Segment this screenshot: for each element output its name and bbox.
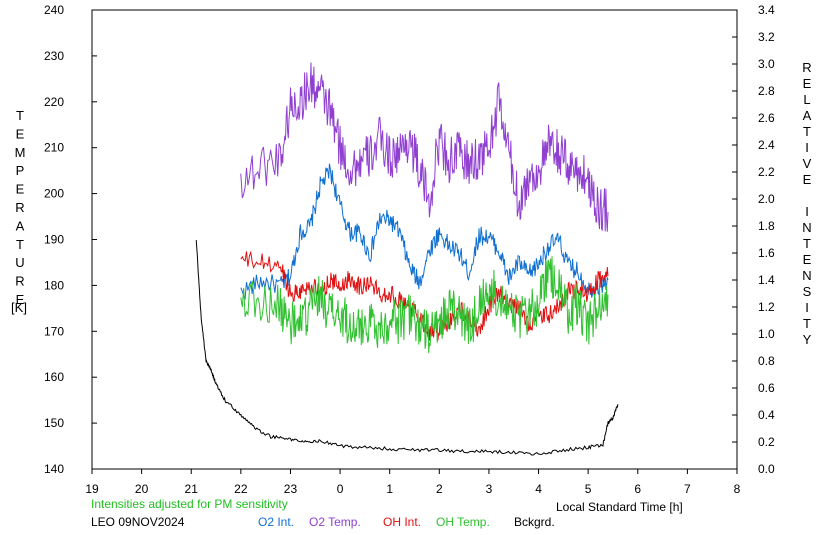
x-tick-label: 8 [734,482,741,496]
right-axis-label-letter: N [802,220,811,235]
legend-oh-temp: OH Temp. [436,515,490,529]
left-axis-label-letter: E [16,182,25,197]
legend-o2-int: O2 Int. [258,515,295,529]
right-tick-label: 1.2 [758,300,775,314]
legend-o2-temp: O2 Temp. [309,515,361,529]
x-tick-label: 7 [684,482,691,496]
right-axis-label-letter: L [803,92,810,107]
left-tick-label: 190 [44,233,64,247]
right-tick-label: 0.0 [758,462,775,476]
left-axis-label-letter: U [15,255,24,270]
right-tick-label: 2.8 [758,84,775,98]
left-axis-ticks: 240 230 220 210 200 190 180 170 160 150 140 [44,3,97,476]
x-axis-ticks: 19 20 21 22 23 0 1 2 3 4 5 6 7 8 [85,469,741,496]
right-tick-label: 2.2 [758,165,775,179]
x-tick-label: 22 [234,482,248,496]
left-tick-label: 150 [44,416,64,430]
right-tick-label: 1.8 [758,219,775,233]
right-axis-label-letter: I [805,300,809,315]
left-tick-label: 170 [44,324,64,338]
right-tick-label: 3.2 [758,30,775,44]
x-tick-label: 4 [535,482,542,496]
plot-frame [91,9,738,470]
x-tick-label: 21 [185,482,199,496]
right-axis-label-letter: R [802,60,811,75]
x-tick-label: 5 [585,482,592,496]
right-axis-label-letter: A [803,108,812,123]
left-axis-label-letter: E [16,292,25,307]
left-tick-label: 220 [44,95,64,109]
x-axis-label: Local Standard Time [h] [556,500,683,514]
right-axis-label-letter: I [805,204,809,219]
left-axis-label-letter: P [16,163,25,178]
left-tick-label: 240 [44,3,64,17]
series-line-oh-temp [240,256,609,354]
left-tick-label: 230 [44,49,64,63]
left-axis-label-letter: E [16,126,25,141]
right-tick-label: 2.0 [758,192,775,206]
x-tick-label: 3 [486,482,493,496]
x-tick-label: 6 [634,482,641,496]
right-tick-label: 0.6 [758,381,775,395]
legend-oh-int: OH Int. [383,515,422,529]
right-axis-label-letter: S [803,284,812,299]
right-axis-label-letter: E [803,76,812,91]
left-tick-label: 210 [44,141,64,155]
sensitivity-note: Intensities adjusted for PM sensitivity [91,497,288,511]
left-axis-unit: [K] [11,300,27,315]
right-tick-label: 1.4 [758,273,775,287]
station-date: LEO 09NOV2024 [91,515,185,529]
left-tick-label: 140 [44,462,64,476]
right-tick-label: 3.4 [758,3,775,17]
right-axis-label-letter: N [802,268,811,283]
right-axis-label-letter: E [803,172,812,187]
right-axis-label-letter: E [803,252,812,267]
right-tick-label: 0.4 [758,408,775,422]
series-line-bckgrd [195,240,619,456]
right-axis-label-letter: Y [803,332,812,347]
left-tick-label: 200 [44,187,64,201]
right-tick-label: 0.8 [758,354,775,368]
left-axis-label-letter: T [16,108,24,123]
right-axis-label-letter: T [803,124,811,139]
right-tick-label: 1.6 [758,246,775,260]
x-tick-label: 20 [135,482,149,496]
series-line-o2-int [240,163,609,301]
legend-bckgrd: Bckgrd. [514,515,555,529]
left-tick-label: 160 [44,370,64,384]
left-axis-label-letter: R [15,274,24,289]
left-axis-label-letter: A [16,218,25,233]
right-tick-label: 1.0 [758,327,775,341]
right-axis-label-letter: T [803,236,811,251]
series-line-o2-temp [240,62,609,232]
left-tick-label: 180 [44,278,64,292]
x-tick-label: 1 [386,482,393,496]
right-tick-label: 3.0 [758,57,775,71]
right-axis-label-letter: I [805,140,809,155]
right-tick-label: 2.6 [758,111,775,125]
series-layer [195,62,619,456]
x-tick-label: 19 [85,482,99,496]
right-axis-label-letter: T [803,316,811,331]
x-tick-label: 23 [284,482,298,496]
left-axis-label-letter: T [16,237,24,252]
right-axis-ticks: 3.4 3.2 3.0 2.8 2.6 2.4 2.2 2.0 1.8 1.6 1.4 1.2 1.0 0… [732,3,775,476]
right-tick-label: 0.2 [758,435,775,449]
right-axis-label-letter: V [803,156,812,171]
right-tick-label: 2.4 [758,138,775,152]
left-axis-label-letter: R [15,200,24,215]
left-axis-label-letter: M [15,145,26,160]
x-tick-label: 2 [436,482,443,496]
x-tick-label: 0 [337,482,344,496]
